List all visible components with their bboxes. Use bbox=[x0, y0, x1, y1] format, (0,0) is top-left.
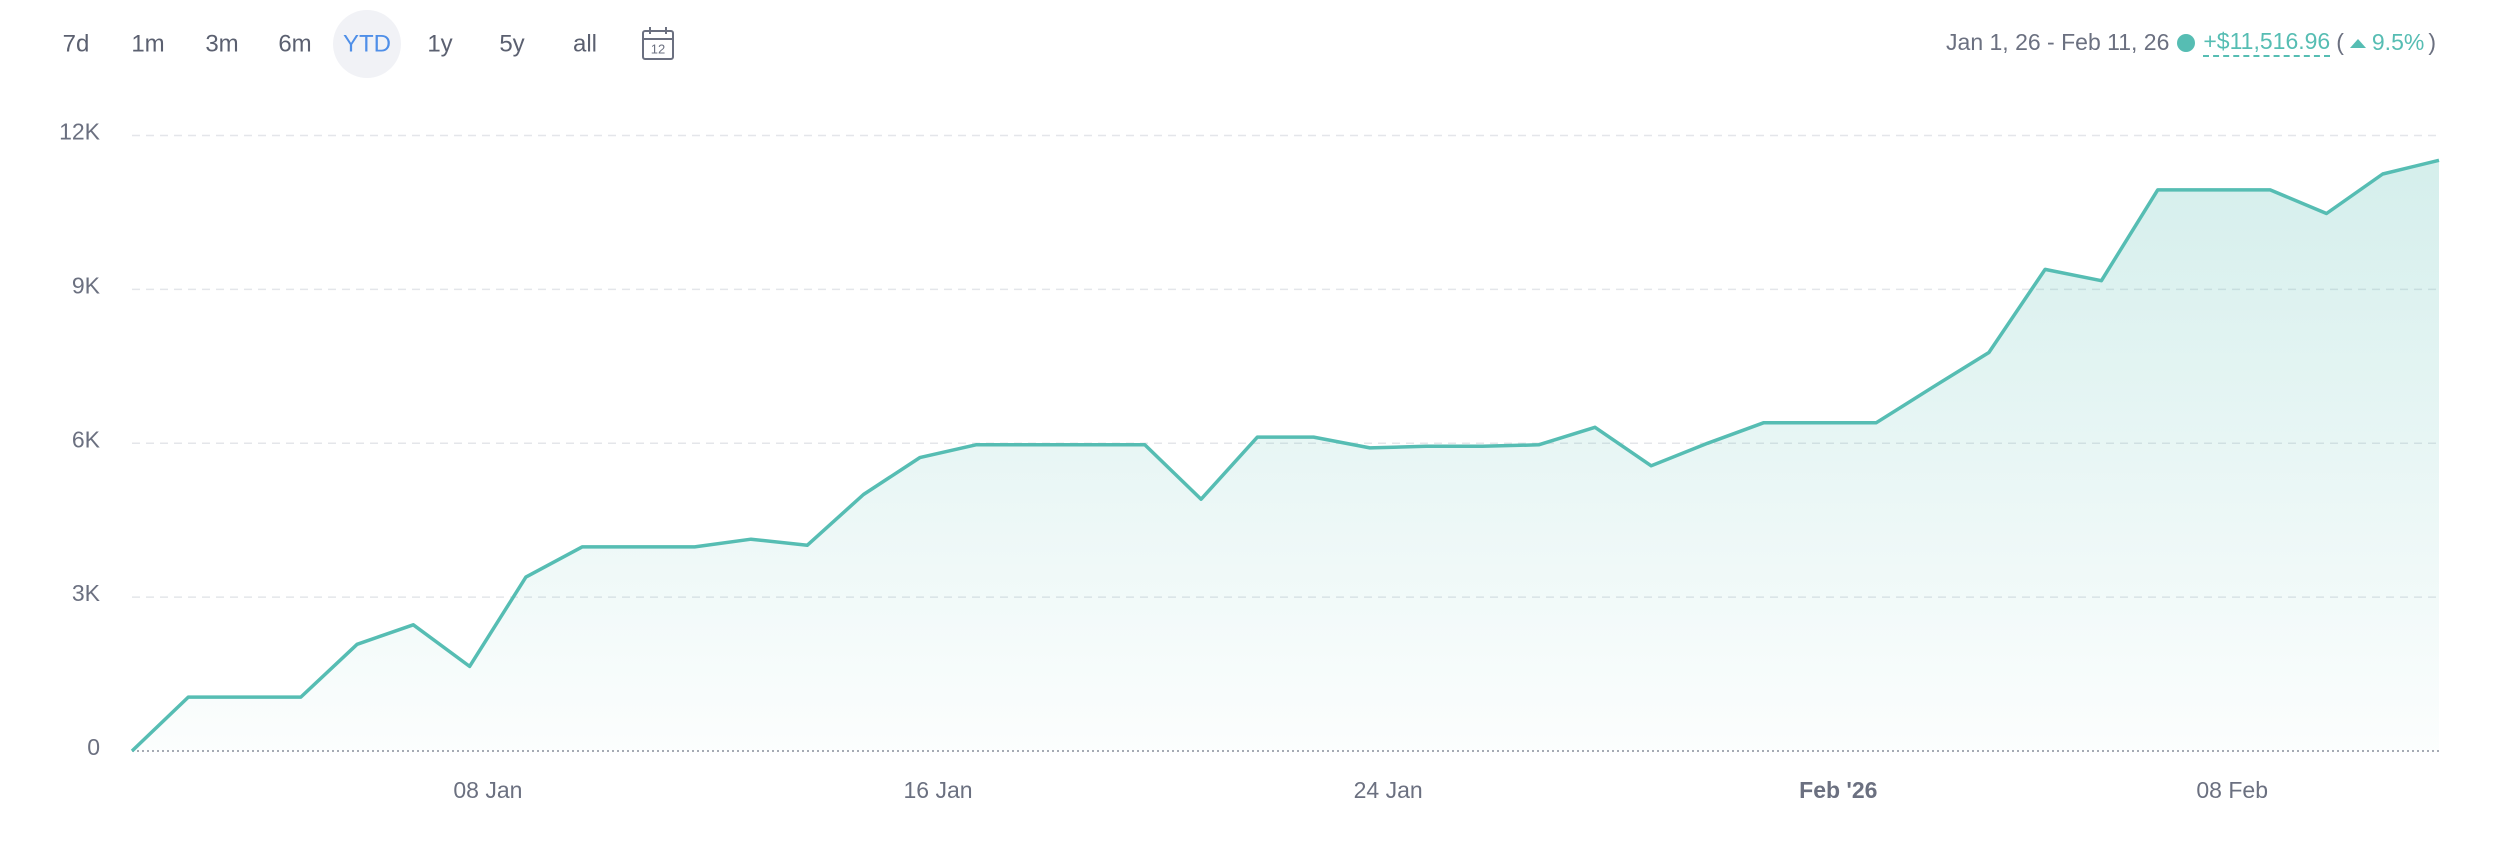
range-button[interactable]: 6m bbox=[278, 30, 311, 57]
x-tick-label: 24 Jan bbox=[1354, 777, 1423, 803]
active-range-bg bbox=[333, 10, 401, 78]
paren: ( bbox=[2336, 29, 2344, 55]
calendar-icon[interactable]: 12 bbox=[642, 27, 674, 60]
area-line bbox=[130, 158, 2440, 753]
up-arrow bbox=[2349, 38, 2366, 48]
range-button[interactable]: 1m bbox=[131, 30, 164, 57]
change-value: +$11,516.96 bbox=[2203, 28, 2331, 57]
area-fill bbox=[132, 160, 2439, 752]
date-range[interactable]: Jan 1, 26 - Feb 11, 26 bbox=[1946, 29, 2170, 55]
y-tick-label: 0 bbox=[87, 734, 100, 760]
change-percent: 9.5% bbox=[2371, 29, 2425, 55]
x-tick-label: 08 Feb bbox=[2196, 777, 2268, 803]
range-button[interactable]: 1y bbox=[427, 30, 452, 57]
y-tick-label: 9K bbox=[72, 272, 101, 298]
x-tick-label: 08 Jan bbox=[453, 777, 522, 803]
status-dot bbox=[2177, 33, 2196, 52]
x-tick-label: Feb '26 bbox=[1799, 777, 1877, 803]
y-tick-label: 6K bbox=[72, 426, 101, 452]
y-tick-label: 12K bbox=[59, 119, 101, 145]
range-button[interactable]: 7d bbox=[63, 30, 90, 57]
calendar-day: 12 bbox=[651, 41, 665, 56]
range-button[interactable]: YTD bbox=[343, 30, 391, 57]
range-button[interactable]: all bbox=[573, 30, 597, 57]
summary: Jan 1, 26 - Feb 11, 26 +$11,516.96 ( 9.5… bbox=[1946, 28, 2436, 57]
change-percent-group: ( 9.5% ) bbox=[2336, 29, 2436, 56]
x-tick-label: 16 Jan bbox=[903, 777, 972, 803]
range-button[interactable]: 3m bbox=[205, 30, 238, 57]
range-button[interactable]: 5y bbox=[499, 30, 524, 57]
y-tick-label: 3K bbox=[72, 580, 101, 606]
paren: ) bbox=[2428, 29, 2436, 55]
